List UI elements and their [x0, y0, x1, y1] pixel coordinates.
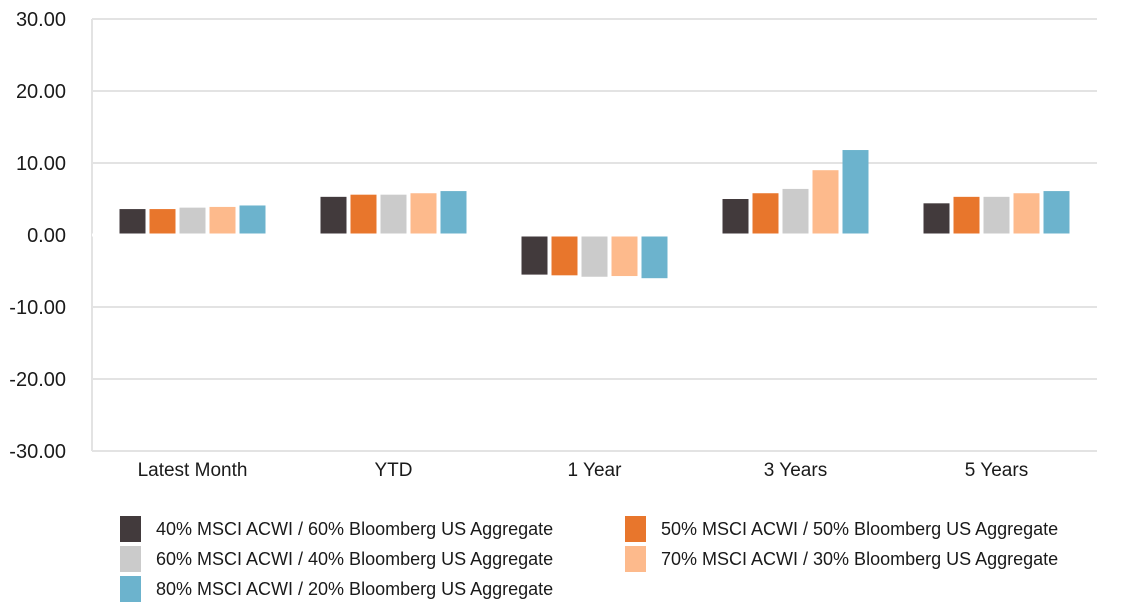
bar: [440, 191, 467, 235]
bar: [350, 194, 377, 235]
y-tick-label: -30.00: [9, 441, 66, 463]
bar: [119, 209, 146, 235]
bar: [983, 196, 1010, 235]
bar: [782, 188, 809, 235]
bar: [722, 199, 749, 235]
x-tick-label: 1 Year: [568, 460, 623, 481]
x-tick-label: 5 Years: [965, 460, 1028, 481]
y-tick-label: 20.00: [16, 81, 66, 103]
x-tick-label: Latest Month: [138, 460, 248, 481]
bar: [1043, 191, 1070, 235]
bar: [1013, 193, 1040, 235]
legend-swatch-40-60: [120, 516, 141, 542]
bar: [380, 194, 407, 235]
bar: [842, 150, 869, 235]
legend-swatch-60-40: [120, 546, 141, 572]
bar: [581, 235, 608, 277]
legend-swatch-80-20: [120, 576, 141, 602]
bar: [320, 196, 347, 235]
legend-item-60-40: 60% MSCI ACWI / 40% Bloomberg US Aggrega…: [120, 544, 553, 574]
legend-item-70-30: 70% MSCI ACWI / 30% Bloomberg US Aggrega…: [625, 544, 1058, 574]
y-tick-label: 0.00: [27, 225, 66, 247]
legend-item-40-60: 40% MSCI ACWI / 60% Bloomberg US Aggrega…: [120, 514, 553, 544]
bar-chart: 30.00 20.00 10.00 0.00 -10.00 -20.00 -30.00 Lat…: [9, 9, 1097, 481]
legend-label-80-20: 80% MSCI ACWI / 20% Bloomberg US Aggrega…: [156, 578, 554, 599]
bar: [209, 206, 236, 235]
legend-label-70-30: 70% MSCI ACWI / 30% Bloomberg US Aggrega…: [661, 548, 1059, 569]
legend-swatch-70-30: [625, 546, 646, 572]
legend-label-50-50: 50% MSCI ACWI / 50% Bloomberg US Aggrega…: [661, 518, 1059, 539]
chart-legend: 40% MSCI ACWI / 60% Bloomberg US Aggrega…: [120, 514, 1110, 602]
y-tick-label: -10.00: [9, 297, 66, 319]
y-tick-label: 10.00: [16, 153, 66, 175]
bar: [923, 203, 950, 235]
bar: [752, 193, 779, 235]
bar: [551, 235, 578, 276]
bar: [953, 196, 980, 235]
bar: [641, 235, 668, 279]
legend-label-40-60: 40% MSCI ACWI / 60% Bloomberg US Aggrega…: [156, 518, 554, 539]
legend-item-50-50: 50% MSCI ACWI / 50% Bloomberg US Aggrega…: [625, 514, 1058, 544]
y-tick-label: 30.00: [16, 9, 66, 31]
x-tick-label: YTD: [375, 460, 413, 481]
y-tick-label: -20.00: [9, 369, 66, 391]
bar: [179, 207, 206, 235]
bar: [812, 170, 839, 235]
bar: [239, 205, 266, 235]
legend-item-80-20: 80% MSCI ACWI / 20% Bloomberg US Aggrega…: [120, 574, 553, 604]
bar: [149, 209, 176, 235]
bar: [410, 193, 437, 235]
legend-swatch-50-50: [625, 516, 646, 542]
legend-label-60-40: 60% MSCI ACWI / 40% Bloomberg US Aggrega…: [156, 548, 554, 569]
x-tick-label: 3 Years: [764, 460, 827, 481]
bar: [611, 235, 638, 277]
bar: [521, 235, 548, 275]
